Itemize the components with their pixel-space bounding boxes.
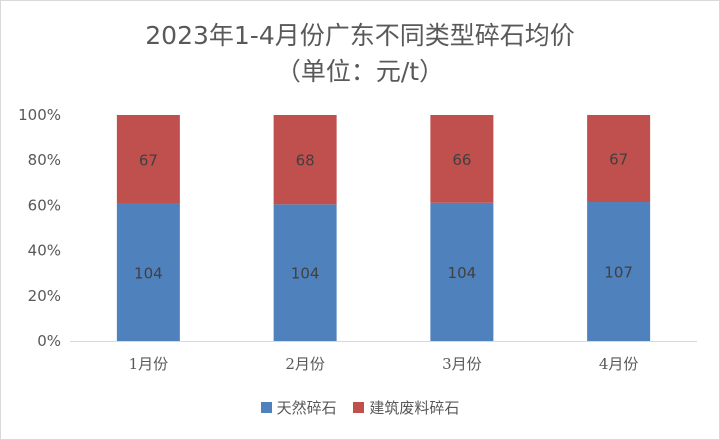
data-label: 66 bbox=[452, 151, 471, 169]
data-label: 68 bbox=[296, 152, 315, 170]
legend-label-natural: 天然碎石 bbox=[276, 399, 337, 417]
bar-natural bbox=[116, 203, 180, 341]
bar-natural bbox=[273, 204, 337, 341]
bar-waste bbox=[116, 115, 180, 204]
y-tick-label: 60% bbox=[28, 196, 61, 214]
bar-natural bbox=[587, 202, 651, 341]
data-label: 67 bbox=[139, 151, 158, 169]
legend-label-waste: 建筑废料碎石 bbox=[369, 399, 460, 417]
bar-natural bbox=[430, 202, 494, 341]
y-tick-label: 40% bbox=[28, 242, 61, 260]
y-tick-label: 100% bbox=[18, 106, 61, 124]
data-label: 104 bbox=[448, 264, 477, 282]
data-label: 104 bbox=[134, 264, 163, 282]
x-tick-label: 4月份 bbox=[599, 355, 639, 373]
data-label: 107 bbox=[604, 264, 633, 282]
bar-waste bbox=[430, 115, 494, 203]
legend-swatch-natural bbox=[260, 402, 272, 413]
bar-waste bbox=[587, 115, 651, 203]
data-label: 67 bbox=[609, 151, 628, 169]
legend-item-waste: 建筑废料碎石 bbox=[353, 397, 459, 418]
chart-title: 2023年1-4月份广东不同类型碎石均价 bbox=[145, 21, 575, 50]
y-tick-label: 20% bbox=[28, 287, 61, 305]
legend: 天然碎石 建筑废料碎石 bbox=[0, 397, 720, 418]
chart-subtitle: （单位：元/t） bbox=[275, 57, 445, 86]
legend-swatch-waste bbox=[353, 402, 365, 413]
x-tick-label: 2月份 bbox=[285, 355, 325, 373]
y-tick-label: 80% bbox=[28, 151, 61, 169]
bar-waste bbox=[273, 115, 337, 205]
x-tick-label: 1月份 bbox=[129, 355, 169, 373]
legend-item-natural: 天然碎石 bbox=[260, 397, 337, 418]
x-tick-label: 3月份 bbox=[442, 355, 482, 373]
data-label: 104 bbox=[291, 265, 320, 283]
y-tick-label: 0% bbox=[37, 332, 61, 350]
